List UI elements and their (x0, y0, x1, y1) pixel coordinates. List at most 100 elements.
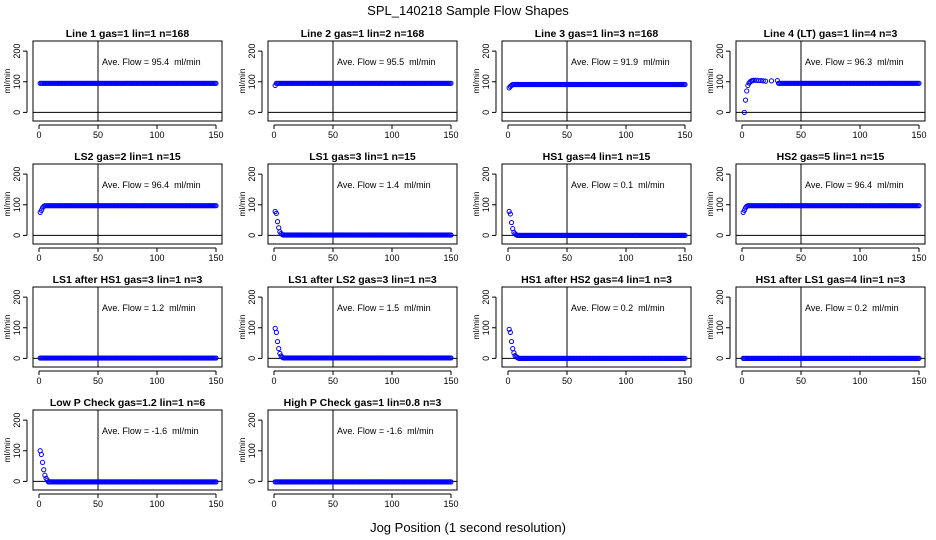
x-tick-label: 50 (328, 130, 338, 140)
x-tick-label: 100 (384, 253, 399, 263)
x-tick-label: 100 (852, 130, 867, 140)
y-tick-label: 0 (715, 356, 725, 361)
y-tick-label: 100 (715, 197, 725, 212)
x-tick-label: 100 (149, 253, 164, 263)
x-tick-label: 150 (911, 253, 926, 263)
x-tick-label: 150 (911, 130, 926, 140)
y-axis-label: ml/min (2, 68, 12, 93)
panel-title: HS2 gas=5 lin=1 n=15 (777, 151, 885, 163)
y-axis-label: ml/min (237, 68, 247, 93)
data-point (448, 355, 454, 361)
x-tick-label: 0 (271, 376, 276, 386)
flow-annotation: Ave. Flow = 0.2 ml/min (805, 303, 899, 313)
x-tick-label: 100 (149, 130, 164, 140)
y-axis-label: ml/min (705, 68, 715, 93)
y-tick-label: 0 (12, 479, 22, 484)
data-point (273, 210, 279, 216)
y-tick-label: 200 (481, 290, 491, 305)
flow-annotation: Ave. Flow = 1.4 ml/min (337, 180, 431, 190)
data-point (745, 82, 751, 89)
y-tick-label: 200 (12, 167, 22, 182)
panel: Line 4 (LT) gas=1 lin=4 n=3 0 100 200ml/min… (705, 28, 927, 140)
y-tick-label: 100 (715, 320, 725, 335)
x-tick-label: 100 (384, 376, 399, 386)
y-tick-label: 200 (247, 167, 257, 182)
data-point (213, 479, 219, 485)
plot-frame (501, 286, 692, 368)
flow-annotation: Ave. Flow = -1.6 ml/min (102, 426, 199, 436)
data-point (276, 346, 282, 352)
x-tick-label: 100 (149, 376, 164, 386)
y-tick-label: 200 (12, 44, 22, 59)
plot-frame (267, 40, 458, 122)
data-point (753, 77, 759, 83)
x-tick-label: 50 (93, 130, 103, 140)
x-tick-label: 0 (36, 499, 41, 509)
x-tick-label: 50 (562, 130, 572, 140)
x-tick-label: 150 (208, 376, 223, 386)
data-point (41, 467, 47, 473)
y-tick-label: 0 (12, 356, 22, 361)
data-point (38, 451, 44, 458)
panel-title: Line 4 (LT) gas=1 lin=4 n=3 (764, 28, 898, 40)
data-series (506, 81, 688, 91)
x-tick-label: 150 (208, 130, 223, 140)
x-tick-label: 100 (618, 376, 633, 386)
y-axis-label: ml/min (471, 68, 481, 93)
data-point (511, 350, 517, 356)
data-point (277, 350, 283, 357)
data-point (755, 77, 762, 84)
panel: LS1 after HS1 gas=3 lin=1 n=3 0 100 200ml/m… (2, 274, 224, 386)
data-point (213, 203, 219, 209)
flow-annotation: Ave. Flow = 96.4 ml/min (102, 180, 201, 190)
plot-frame (32, 40, 223, 122)
y-tick-label: 100 (247, 443, 257, 458)
flow-annotation: Ave. Flow = 0.1 ml/min (571, 180, 665, 190)
data-point (38, 207, 44, 213)
flow-annotation: Ave. Flow = 1.5 ml/min (337, 303, 431, 313)
y-axis-label: ml/min (237, 191, 247, 216)
data-point (682, 81, 688, 88)
panel: LS1 after LS2 gas=3 lin=1 n=3 0 100 200ml/m… (237, 274, 459, 386)
y-tick-label: 200 (12, 413, 22, 428)
panel: Low P Check gas=1.2 lin=1 n=6 0 100 200ml/m… (2, 397, 224, 509)
data-series (741, 77, 922, 116)
y-axis-label: ml/min (705, 191, 715, 216)
y-tick-label: 100 (247, 197, 257, 212)
panel-title: LS2 gas=2 lin=1 n=15 (74, 151, 181, 163)
flow-annotation: Ave. Flow = 95.4 ml/min (102, 57, 201, 67)
plot-frame (32, 163, 223, 245)
y-tick-label: 200 (715, 167, 725, 182)
x-tick-label: 100 (852, 253, 867, 263)
panel-title: LS1 after LS2 gas=3 lin=1 n=3 (288, 274, 437, 286)
data-series (506, 208, 688, 238)
data-point (758, 77, 764, 84)
y-tick-label: 200 (12, 290, 22, 305)
x-tick-label: 0 (505, 130, 510, 140)
x-tick-label: 50 (328, 253, 338, 263)
data-point (916, 355, 922, 361)
y-tick-label: 200 (247, 44, 257, 59)
data-point (508, 338, 515, 345)
x-tick-label: 50 (93, 376, 103, 386)
y-tick-label: 0 (715, 233, 725, 238)
data-point (742, 97, 749, 103)
y-tick-label: 0 (481, 233, 491, 238)
x-tick-label: 50 (796, 130, 806, 140)
data-point (39, 459, 46, 466)
panel-title: HS1 after LS1 gas=4 lin=1 n=3 (756, 274, 906, 286)
y-tick-label: 200 (247, 413, 257, 428)
data-point (741, 207, 747, 213)
flow-annotation: Ave. Flow = 96.4 ml/min (805, 180, 904, 190)
data-point (274, 219, 281, 225)
x-tick-label: 0 (739, 376, 744, 386)
panel: HS1 after HS2 gas=4 lin=1 n=3 0 100 200ml/m… (471, 274, 693, 386)
plot-frame (735, 286, 926, 368)
y-tick-label: 200 (247, 290, 257, 305)
y-tick-label: 0 (247, 233, 257, 238)
